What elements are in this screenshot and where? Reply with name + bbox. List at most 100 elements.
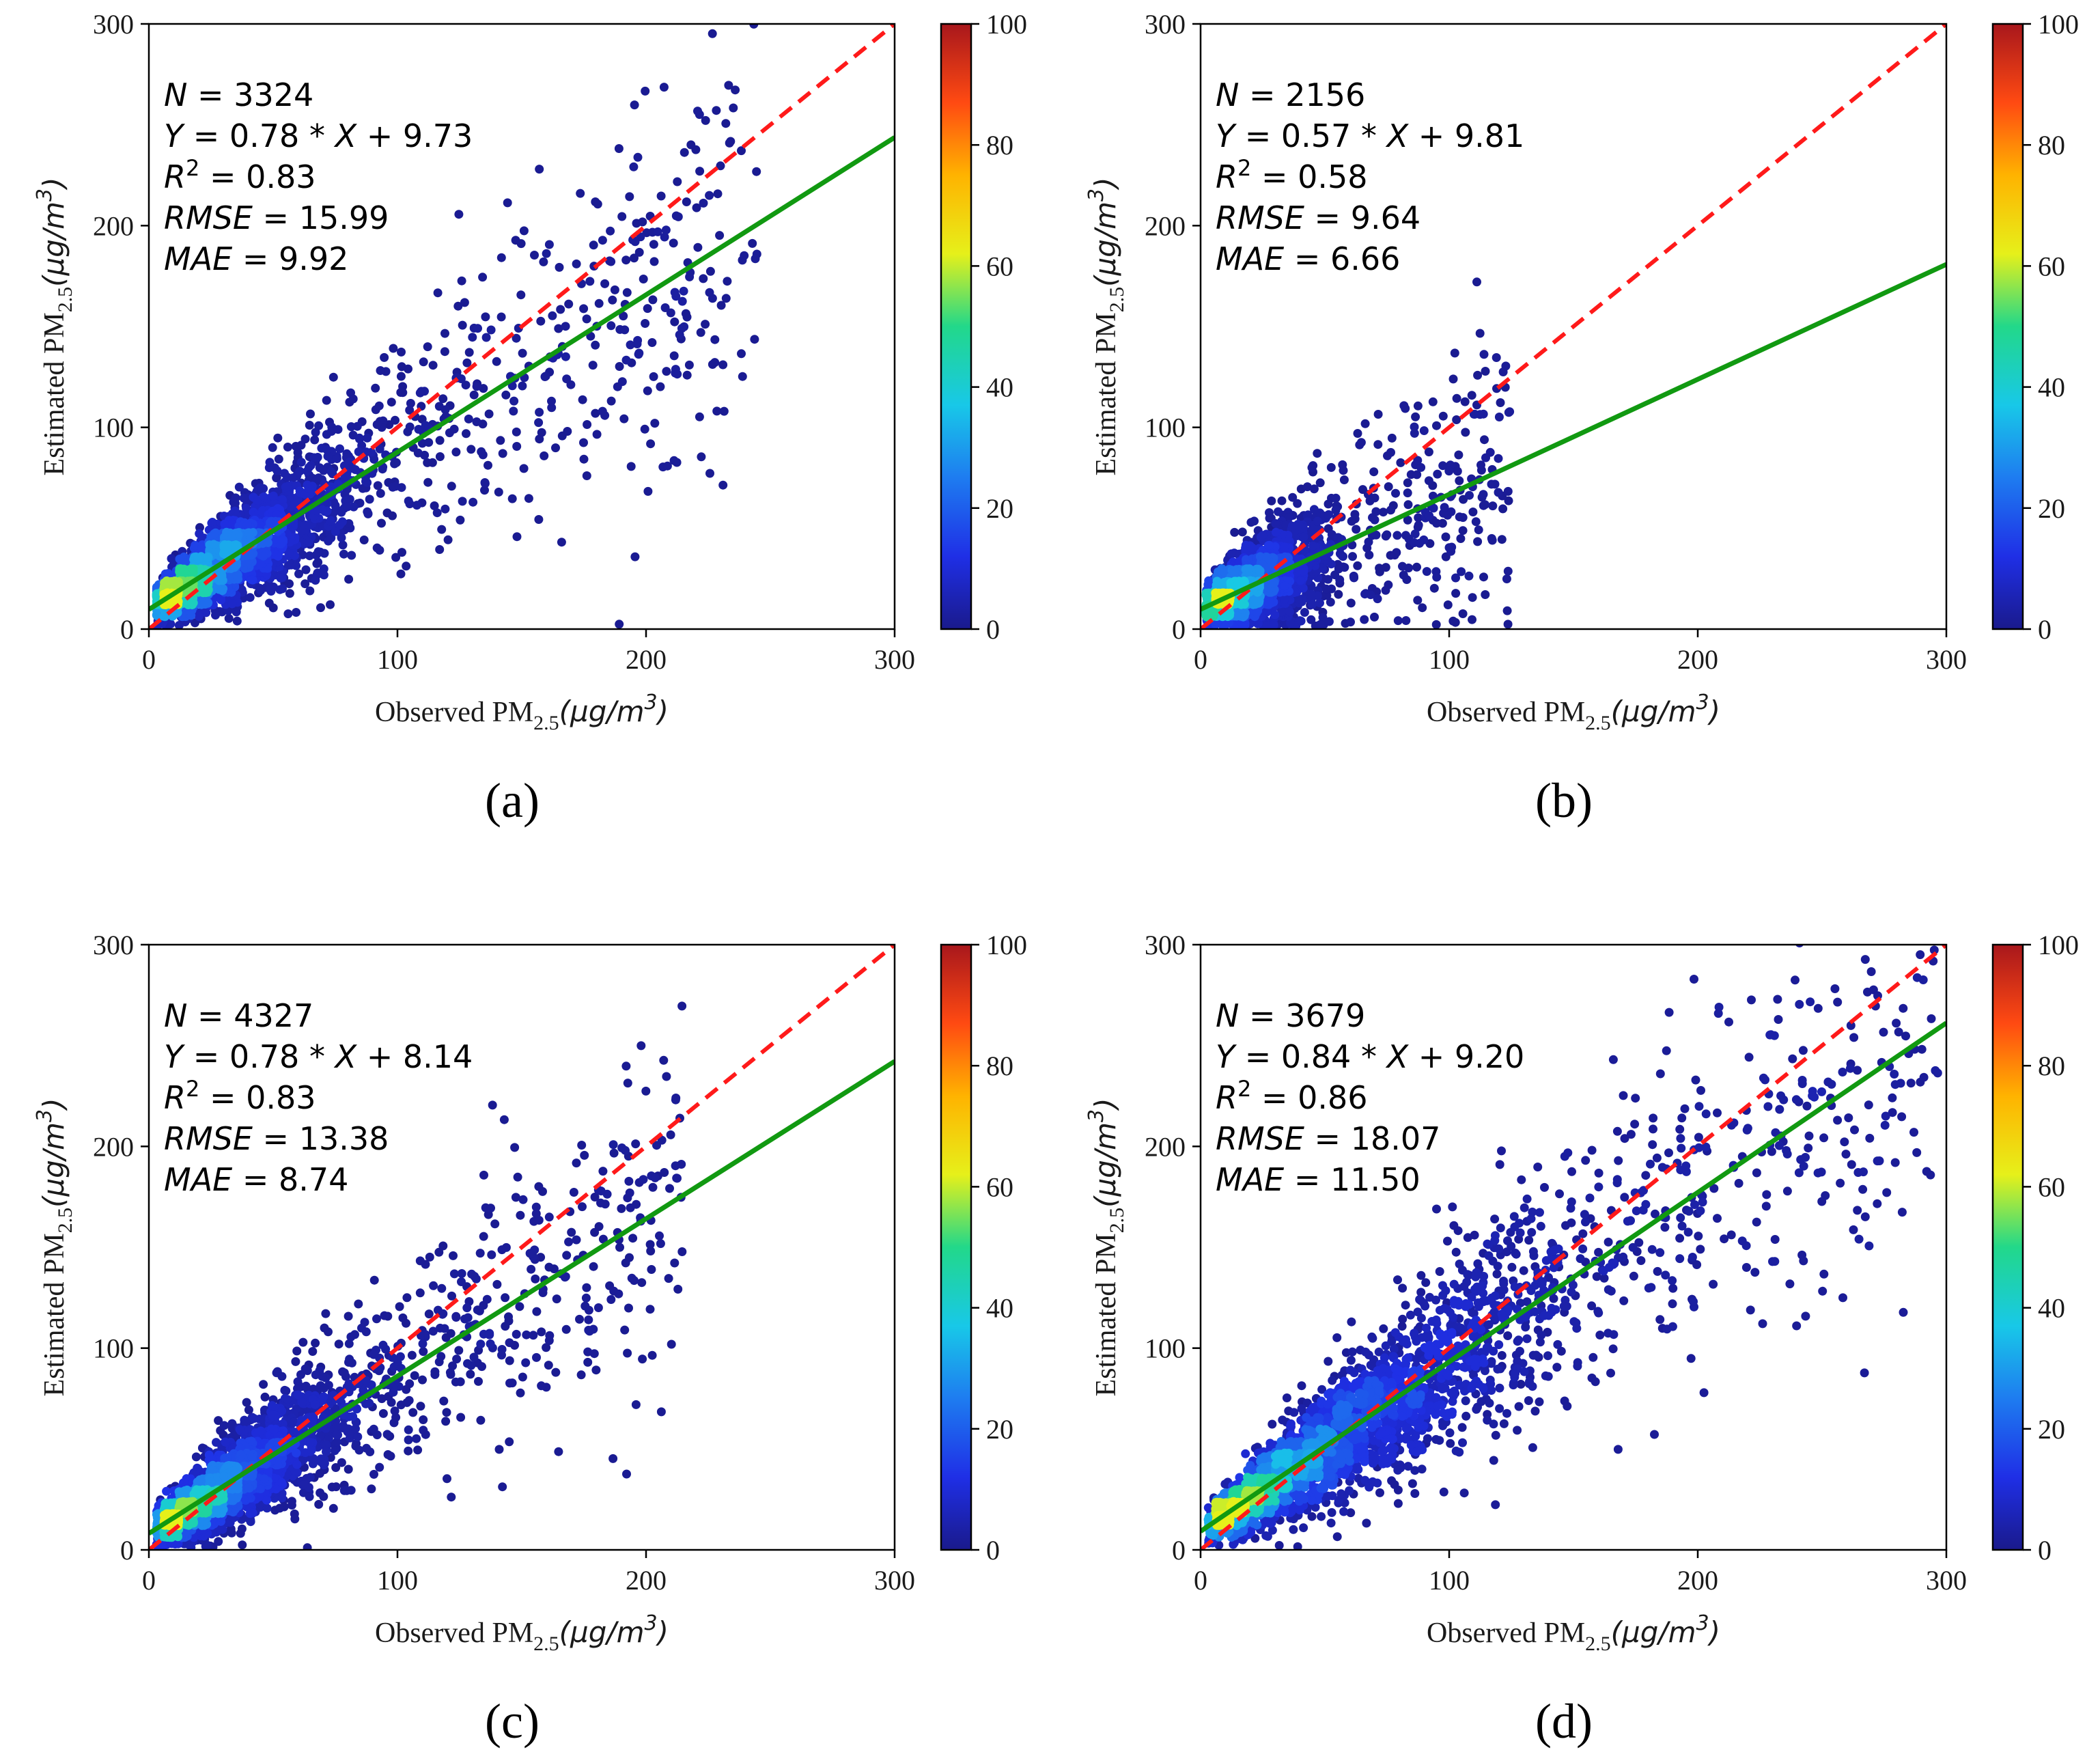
- data-point: [423, 477, 433, 487]
- data-point: [373, 481, 382, 490]
- data-point: [537, 428, 546, 437]
- data-point: [721, 294, 731, 303]
- data-point: [173, 597, 183, 607]
- data-point: [1501, 361, 1511, 371]
- data-point: [693, 242, 703, 252]
- data-point: [1386, 447, 1395, 457]
- data-point: [391, 482, 400, 491]
- data-point: [682, 197, 691, 206]
- data-point: [480, 486, 489, 495]
- data-point: [1461, 428, 1470, 437]
- data-point: [333, 425, 343, 434]
- data-point: [1230, 527, 1240, 537]
- stat-rmse: RMSE = 15.99: [164, 199, 389, 236]
- data-point: [1429, 503, 1438, 513]
- data-point: [1432, 572, 1442, 582]
- data-point: [451, 447, 461, 457]
- data-point: [592, 430, 602, 439]
- data-point: [1415, 538, 1425, 548]
- data-point: [626, 340, 635, 350]
- data-point: [1475, 329, 1485, 338]
- data-point: [428, 458, 437, 467]
- data-point: [259, 492, 268, 501]
- data-point: [1274, 507, 1283, 516]
- data-point: [1315, 478, 1325, 488]
- data-point: [619, 414, 629, 423]
- data-point: [633, 152, 643, 162]
- data-point: [1414, 520, 1423, 530]
- data-point: [1296, 576, 1305, 585]
- data-point: [1424, 447, 1433, 457]
- data-point: [680, 148, 689, 157]
- data-point: [1468, 508, 1478, 516]
- data-point: [536, 316, 546, 326]
- data-point: [548, 311, 557, 320]
- data-point: [671, 211, 681, 221]
- data-point: [579, 454, 589, 464]
- data-point: [740, 251, 749, 260]
- data-point: [276, 573, 285, 583]
- data-point: [1315, 620, 1325, 629]
- data-point: [405, 406, 415, 415]
- data-point: [194, 611, 204, 621]
- data-point: [606, 226, 615, 236]
- data-point: [1401, 616, 1411, 625]
- data-point: [591, 408, 600, 418]
- data-point: [391, 553, 401, 562]
- data-point: [313, 547, 323, 557]
- data-point: [433, 288, 443, 298]
- data-point: [440, 329, 449, 338]
- data-point: [355, 434, 364, 444]
- data-point: [376, 488, 385, 498]
- data-point: [684, 360, 694, 370]
- data-point: [1431, 620, 1441, 629]
- data-point: [469, 390, 479, 400]
- data-point: [1313, 516, 1322, 526]
- data-point: [547, 396, 556, 406]
- data-point: [231, 493, 240, 503]
- data-point: [306, 409, 315, 419]
- data-point: [371, 383, 380, 393]
- data-point: [466, 445, 476, 454]
- data-point: [1271, 519, 1280, 528]
- data-point: [1468, 615, 1476, 624]
- data-point: [1300, 608, 1309, 617]
- data-point: [1375, 564, 1384, 573]
- data-point: [639, 275, 648, 283]
- data-point: [375, 444, 384, 454]
- data-point: [1334, 589, 1343, 599]
- data-point: [1473, 537, 1483, 546]
- data-point: [1268, 579, 1277, 588]
- data-point: [666, 308, 675, 318]
- data-point: [1494, 488, 1503, 497]
- data-point: [1299, 567, 1308, 576]
- data-point: [1237, 527, 1247, 537]
- data-point: [1488, 501, 1498, 511]
- data-point: [738, 372, 747, 381]
- data-point: [579, 304, 589, 314]
- data-point: [1227, 549, 1236, 559]
- data-point: [681, 309, 690, 318]
- data-point: [329, 508, 339, 517]
- data-point: [473, 324, 482, 333]
- data-point: [712, 406, 722, 416]
- data-point: [1502, 574, 1511, 583]
- data-point: [297, 526, 307, 536]
- data-point: [268, 443, 277, 452]
- data-point: [289, 500, 298, 510]
- data-point: [1269, 620, 1278, 629]
- x-tick-label: 200: [626, 644, 667, 675]
- data-point: [332, 454, 341, 463]
- data-point: [630, 253, 639, 263]
- data-point: [535, 408, 544, 417]
- data-point: [509, 406, 518, 416]
- data-point: [1353, 561, 1362, 570]
- data-point: [608, 295, 617, 305]
- data-point: [557, 538, 566, 547]
- data-point: [322, 445, 332, 454]
- data-point: [1370, 515, 1380, 525]
- data-point: [1481, 590, 1490, 599]
- data-point: [723, 277, 732, 286]
- data-point: [359, 536, 369, 544]
- data-point: [579, 438, 588, 447]
